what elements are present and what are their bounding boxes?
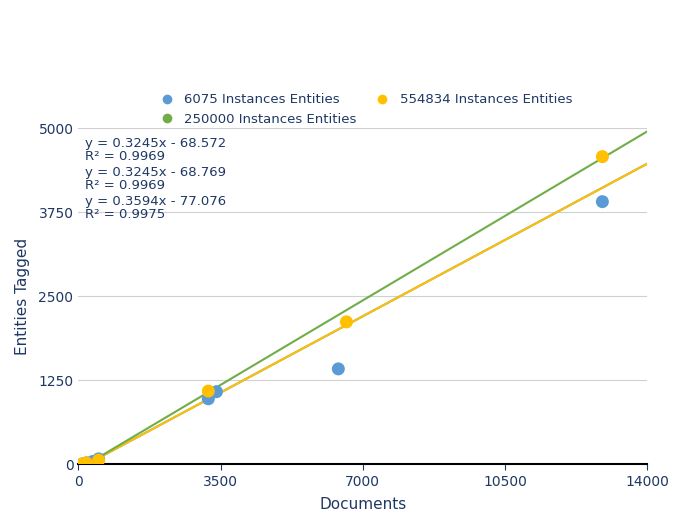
Point: [333, 365, 344, 373]
Point: [93, 455, 104, 463]
X-axis label: Documents: Documents: [319, 497, 406, 512]
Y-axis label: Entities Tagged: Entities Tagged: [15, 238, 30, 355]
Point: [203, 395, 214, 403]
Point: [203, 387, 214, 395]
Text: R² = 0.9969: R² = 0.9969: [86, 179, 166, 192]
Point: [77, 460, 88, 468]
Text: y = 0.3245x - 68.572: y = 0.3245x - 68.572: [86, 137, 226, 150]
Point: [77, 460, 88, 468]
Point: [211, 387, 222, 396]
Text: y = 0.3594x - 77.076: y = 0.3594x - 77.076: [86, 195, 226, 208]
Legend: 6075 Instances Entities, 250000 Instances Entities, 554834 Instances Entities: 6075 Instances Entities, 250000 Instance…: [148, 88, 577, 131]
Point: [87, 457, 98, 466]
Point: [81, 458, 92, 467]
Text: R² = 0.9975: R² = 0.9975: [86, 208, 166, 221]
Text: y = 0.3245x - 68.769: y = 0.3245x - 68.769: [86, 166, 226, 179]
Point: [93, 456, 104, 464]
Point: [81, 458, 92, 467]
Point: [597, 198, 608, 206]
Point: [597, 152, 608, 161]
Point: [341, 318, 352, 326]
Text: R² = 0.9969: R² = 0.9969: [86, 150, 166, 163]
